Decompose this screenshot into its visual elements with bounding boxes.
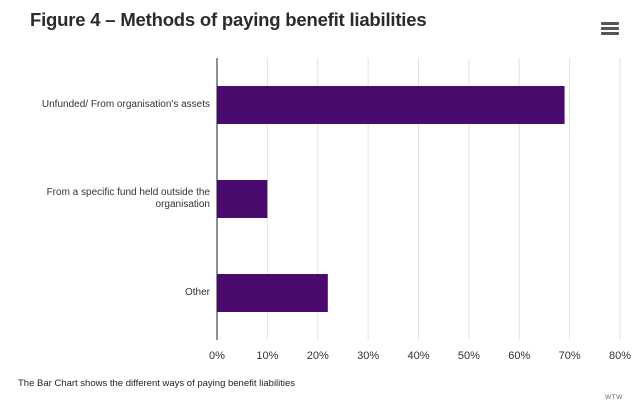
category-label-line: From a specific fund held outside the bbox=[46, 187, 210, 198]
category-label: From a specific fund held outside the org… bbox=[0, 187, 210, 211]
bar bbox=[217, 274, 328, 312]
x-tick-label: 80% bbox=[609, 350, 631, 362]
category-label: Other bbox=[0, 287, 210, 299]
category-label-line: Unfunded/ From organisation's assets bbox=[41, 99, 210, 110]
menu-bar bbox=[601, 32, 619, 35]
chart-caption: The Bar Chart shows the different ways o… bbox=[18, 378, 296, 389]
bar-chart: 0% 10% 20% 30% 40% 50% 60% 70% 80% bbox=[209, 58, 631, 362]
menu-bar bbox=[601, 27, 619, 30]
x-tick-label: 0% bbox=[209, 350, 225, 362]
source-credit: WTW bbox=[605, 394, 623, 401]
x-tick-label: 40% bbox=[407, 350, 429, 362]
x-tick-label: 70% bbox=[559, 350, 581, 362]
menu-bar bbox=[601, 22, 619, 25]
category-label-line: organisation bbox=[155, 199, 210, 210]
x-tick-label: 30% bbox=[357, 350, 379, 362]
x-tick-label: 10% bbox=[256, 350, 278, 362]
x-tick-label: 50% bbox=[458, 350, 480, 362]
x-tick-label: 60% bbox=[508, 350, 530, 362]
bar bbox=[217, 180, 268, 218]
category-label: Unfunded/ From organisation's assets bbox=[0, 99, 210, 111]
bar bbox=[217, 86, 565, 124]
hamburger-menu-icon[interactable] bbox=[601, 22, 619, 36]
chart-title: Figure 4 – Methods of paying benefit lia… bbox=[30, 9, 427, 30]
category-label-line: Other bbox=[184, 287, 210, 298]
x-tick-label: 20% bbox=[307, 350, 329, 362]
